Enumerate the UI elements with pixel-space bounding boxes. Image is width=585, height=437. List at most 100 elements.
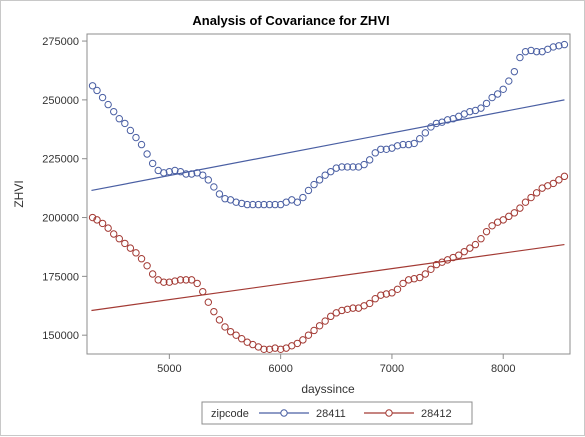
data-point-28411 xyxy=(493,90,502,98)
y-tick-label: 175000 xyxy=(42,271,79,283)
data-point-28412 xyxy=(532,189,541,197)
plot-area xyxy=(86,33,571,355)
data-point-28412 xyxy=(505,212,513,221)
data-point-28411 xyxy=(332,164,340,172)
data-point-28412 xyxy=(477,235,485,243)
data-point-28412 xyxy=(460,247,468,256)
data-point-28412 xyxy=(488,222,496,230)
x-axis-label: dayssince xyxy=(301,382,355,396)
data-point-28412 xyxy=(148,270,157,278)
data-point-28411 xyxy=(377,145,385,153)
legend-label-28412: 28412 xyxy=(421,408,452,420)
data-point-28412 xyxy=(204,298,213,306)
data-point-28411 xyxy=(93,86,101,95)
data-point-28412 xyxy=(115,235,123,243)
data-point-28411 xyxy=(427,123,435,131)
legend: zipcode 28411 28412 xyxy=(201,401,473,425)
fit-line-28412 xyxy=(91,243,565,312)
legend-marker-28412 xyxy=(385,409,393,417)
data-point-28411 xyxy=(221,195,229,203)
y-axis-label: ZHVI xyxy=(12,180,26,207)
data-point-28412 xyxy=(482,227,491,236)
data-point-28412 xyxy=(98,219,107,228)
data-point-28412 xyxy=(137,255,146,263)
data-point-28411 xyxy=(143,150,151,158)
data-point-28411 xyxy=(115,115,123,123)
data-point-28411 xyxy=(365,156,374,164)
data-point-28412 xyxy=(393,285,402,293)
data-point-28412 xyxy=(410,275,418,283)
y-tick-label: 275000 xyxy=(42,36,79,48)
data-point-28412 xyxy=(499,216,507,224)
data-point-28412 xyxy=(293,339,302,348)
data-point-28411 xyxy=(271,200,279,209)
data-point-28411 xyxy=(260,200,268,209)
y-tick-label: 250000 xyxy=(42,95,79,107)
data-point-28412 xyxy=(527,193,535,202)
data-point-28411 xyxy=(360,160,368,169)
data-point-28411 xyxy=(393,142,402,150)
data-point-28411 xyxy=(160,169,168,177)
data-point-28412 xyxy=(349,304,357,312)
data-point-28412 xyxy=(466,244,474,252)
data-point-28412 xyxy=(110,230,118,238)
data-point-28412 xyxy=(371,295,379,303)
data-point-28411 xyxy=(399,140,407,149)
series-28411 xyxy=(88,40,569,209)
legend-label-28411: 28411 xyxy=(316,408,346,420)
data-point-28412 xyxy=(338,306,346,315)
data-point-28411 xyxy=(488,93,496,102)
data-point-28411 xyxy=(299,193,307,202)
legend-entry-28411: 28411 xyxy=(259,408,346,420)
data-point-28411 xyxy=(215,190,224,198)
data-point-28412 xyxy=(143,262,151,270)
data-point-28411 xyxy=(304,186,313,195)
data-point-28411 xyxy=(416,135,424,143)
data-point-28411 xyxy=(516,53,524,62)
data-point-28411 xyxy=(371,149,379,157)
x-tick-label: 5000 xyxy=(157,363,181,375)
fit-line-28411 xyxy=(91,99,565,192)
series-layer xyxy=(88,40,569,353)
data-point-28411 xyxy=(182,170,190,178)
data-point-28412 xyxy=(299,336,307,344)
data-point-28412 xyxy=(416,273,424,282)
data-point-28412 xyxy=(93,216,101,224)
data-point-28412 xyxy=(260,345,268,353)
data-point-28411 xyxy=(187,170,196,178)
data-point-28412 xyxy=(560,172,569,181)
data-point-28411 xyxy=(560,40,569,49)
data-point-28411 xyxy=(482,99,491,108)
data-point-28411 xyxy=(121,119,129,128)
data-point-28411 xyxy=(327,167,335,176)
data-point-28412 xyxy=(171,277,179,285)
data-point-28411 xyxy=(171,166,179,175)
data-point-28412 xyxy=(104,224,112,232)
data-point-28412 xyxy=(193,279,201,288)
data-point-28411 xyxy=(126,126,135,135)
data-point-28411 xyxy=(466,107,474,116)
data-point-28412 xyxy=(182,276,190,284)
data-point-28412 xyxy=(382,290,391,298)
data-point-28411 xyxy=(527,46,535,55)
y-tick-label: 200000 xyxy=(42,213,79,225)
data-point-28411 xyxy=(210,183,218,191)
data-point-28411 xyxy=(104,100,112,109)
data-point-28411 xyxy=(293,198,302,206)
data-point-28412 xyxy=(304,331,313,339)
data-point-28412 xyxy=(237,335,246,343)
data-point-28412 xyxy=(215,316,224,324)
data-point-28412 xyxy=(199,287,207,296)
data-point-28412 xyxy=(327,312,335,321)
data-point-28411 xyxy=(421,129,430,137)
data-point-28411 xyxy=(410,139,418,148)
data-point-28411 xyxy=(232,198,240,206)
data-point-28412 xyxy=(88,213,97,222)
legend-box xyxy=(201,401,473,425)
data-point-28411 xyxy=(165,167,174,176)
data-point-28411 xyxy=(532,47,541,56)
legend-title: zipcode xyxy=(211,408,249,420)
data-point-28411 xyxy=(477,104,485,112)
